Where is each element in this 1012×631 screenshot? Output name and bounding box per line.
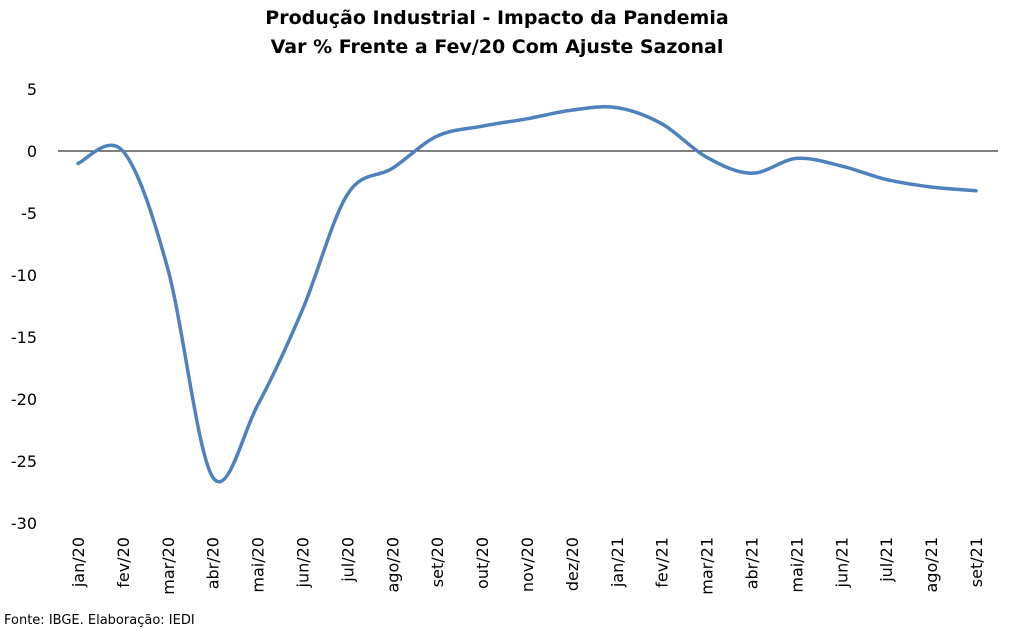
x-tick-label: mai/21 (787, 537, 806, 593)
data-point (705, 155, 709, 159)
data-point (435, 134, 439, 138)
data-point (301, 308, 305, 312)
series-layer (76, 105, 978, 484)
data-point (884, 178, 888, 182)
x-tick-label: jan/21 (608, 537, 627, 588)
x-tick-label: nov/20 (518, 537, 537, 592)
x-tick-label: jan/20 (69, 537, 88, 588)
x-tick-label: jul/21 (877, 537, 896, 583)
x-tick-label: fev/20 (114, 537, 133, 588)
y-tick-label: 0 (27, 142, 37, 161)
data-point (794, 156, 798, 160)
y-axis: 5 0 -5 -10 -15 -20 -25 -30 (11, 80, 37, 533)
data-point (211, 475, 215, 479)
x-tick-label: mar/20 (159, 537, 178, 595)
data-point (345, 192, 349, 196)
data-point (76, 161, 80, 165)
x-tick-label: fev/21 (653, 537, 672, 588)
data-point (480, 124, 484, 128)
data-point (929, 185, 933, 189)
data-point (750, 171, 754, 175)
data-point (525, 117, 529, 121)
y-tick-label: -30 (11, 514, 37, 533)
x-axis: jan/20 fev/20 mar/20 abr/20 mai/20 jun/20 jul/… (69, 537, 986, 595)
x-tick-label: set/20 (428, 537, 447, 587)
y-tick-label: -25 (11, 452, 37, 471)
x-tick-label: abr/21 (743, 537, 762, 589)
x-tick-label: jun/20 (294, 537, 313, 588)
y-tick-label: -20 (11, 390, 37, 409)
x-tick-label: out/20 (473, 537, 492, 589)
chart-title: Produção Industrial - Impacto da Pandemi… (265, 7, 728, 29)
source-note: Fonte: IBGE. Elaboração: IEDI (4, 613, 195, 628)
data-point (256, 403, 260, 407)
x-tick-label: ago/20 (383, 537, 402, 593)
data-point (570, 108, 574, 112)
x-tick-label: mai/20 (249, 537, 268, 593)
y-tick-label: -15 (11, 328, 37, 347)
chart-subtitle: Var % Frente a Fev/20 Com Ajuste Sazonal (271, 36, 724, 58)
y-tick-label: 5 (27, 80, 37, 99)
x-tick-label: jul/20 (338, 537, 357, 583)
data-point (121, 149, 125, 153)
y-tick-label: -5 (21, 204, 37, 223)
data-point (660, 122, 664, 126)
x-tick-label: dez/20 (563, 537, 582, 591)
data-point (166, 267, 170, 271)
x-tick-label: set/21 (967, 537, 986, 587)
series-line (76, 105, 978, 484)
x-tick-label: jun/21 (832, 537, 851, 588)
x-tick-label: mar/21 (698, 537, 717, 595)
data-point (615, 106, 619, 110)
x-tick-label: abr/20 (204, 537, 223, 589)
data-point (390, 166, 394, 170)
data-point (974, 189, 978, 193)
x-tick-label: ago/21 (922, 537, 941, 593)
y-tick-label: -10 (11, 266, 37, 285)
data-point (839, 164, 843, 168)
